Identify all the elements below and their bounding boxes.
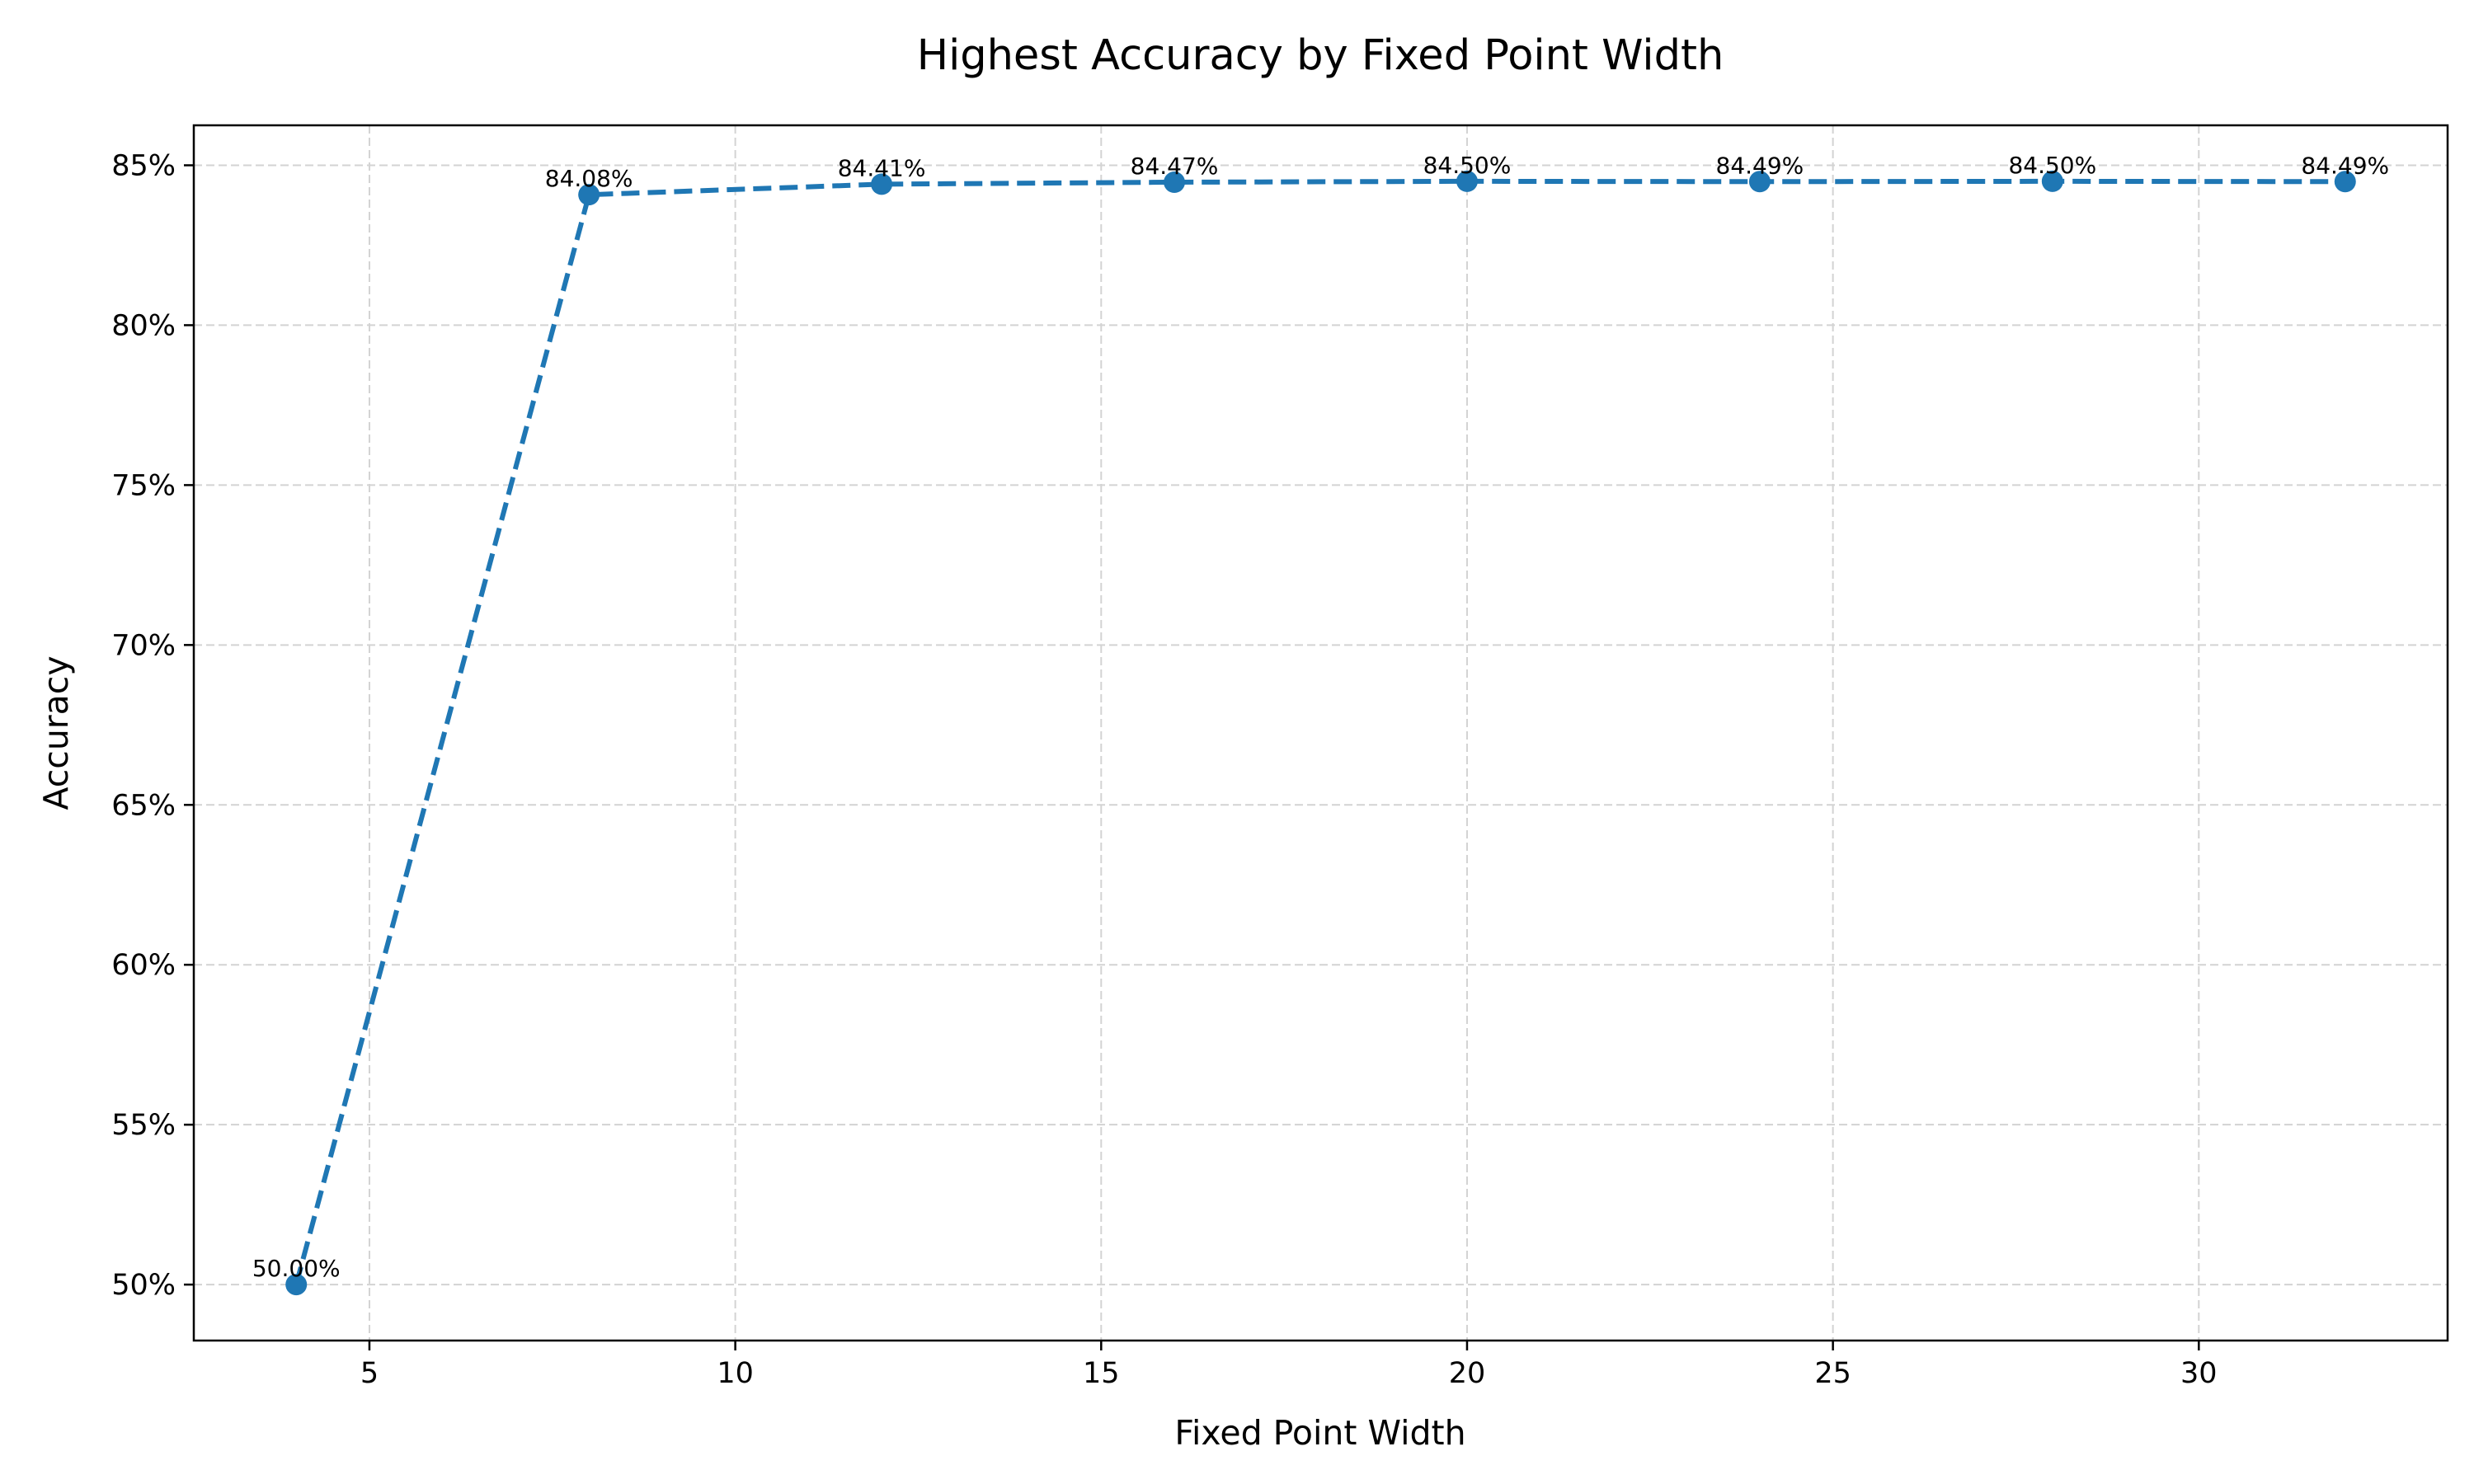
grid-lines — [194, 125, 2448, 1341]
data-point — [1164, 171, 1186, 194]
y-tick-label: 70% — [111, 629, 176, 662]
data-point — [1456, 170, 1478, 192]
x-tick-label: 10 — [717, 1357, 754, 1390]
x-axis-ticks: 5 10 15 20 25 30 — [360, 1341, 2218, 1390]
chart-title: Highest Accuracy by Fixed Point Width — [917, 31, 1724, 80]
data-label: 84.50% — [1423, 152, 1512, 179]
data-point — [2041, 170, 2063, 192]
y-tick-label: 50% — [111, 1269, 176, 1302]
series-line — [294, 178, 2345, 1285]
y-axis-label: Accuracy — [36, 655, 76, 810]
data-point — [1748, 171, 1771, 193]
x-tick-label: 25 — [1814, 1357, 1851, 1390]
x-axis-label: Fixed Point Width — [1174, 1413, 1465, 1453]
x-tick-label: 20 — [1449, 1357, 1486, 1390]
y-tick-label: 65% — [111, 789, 176, 822]
x-tick-label: 5 — [360, 1357, 379, 1390]
data-label: 84.49% — [2301, 152, 2389, 179]
data-point — [285, 1274, 308, 1296]
data-point — [2334, 171, 2356, 193]
data-markers — [285, 170, 2356, 1296]
data-point — [578, 184, 600, 206]
data-labels: 50.00% 84.08% 84.41% 84.47% 84.50% 84.49% 84.5… — [252, 152, 2389, 1282]
x-tick-label: 15 — [1083, 1357, 1120, 1390]
y-tick-label: 80% — [111, 309, 176, 342]
y-tick-label: 55% — [111, 1109, 176, 1142]
data-label: 84.49% — [1716, 152, 1804, 179]
data-label: 84.47% — [1131, 153, 1219, 180]
data-point — [871, 173, 893, 195]
x-tick-label: 30 — [2180, 1357, 2218, 1390]
y-tick-label: 85% — [111, 149, 176, 182]
series-line-group — [294, 178, 2345, 1285]
y-tick-label: 60% — [111, 949, 176, 982]
data-label: 50.00% — [252, 1255, 341, 1282]
data-label: 84.08% — [545, 165, 633, 192]
y-tick-label: 75% — [111, 469, 176, 502]
plot-area-frame — [192, 124, 2449, 1342]
data-label: 84.41% — [838, 154, 926, 181]
y-axis-ticks: 50% 55% 60% 65% 70% 75% 80% 85% — [111, 149, 194, 1302]
data-label: 84.50% — [2008, 152, 2096, 179]
